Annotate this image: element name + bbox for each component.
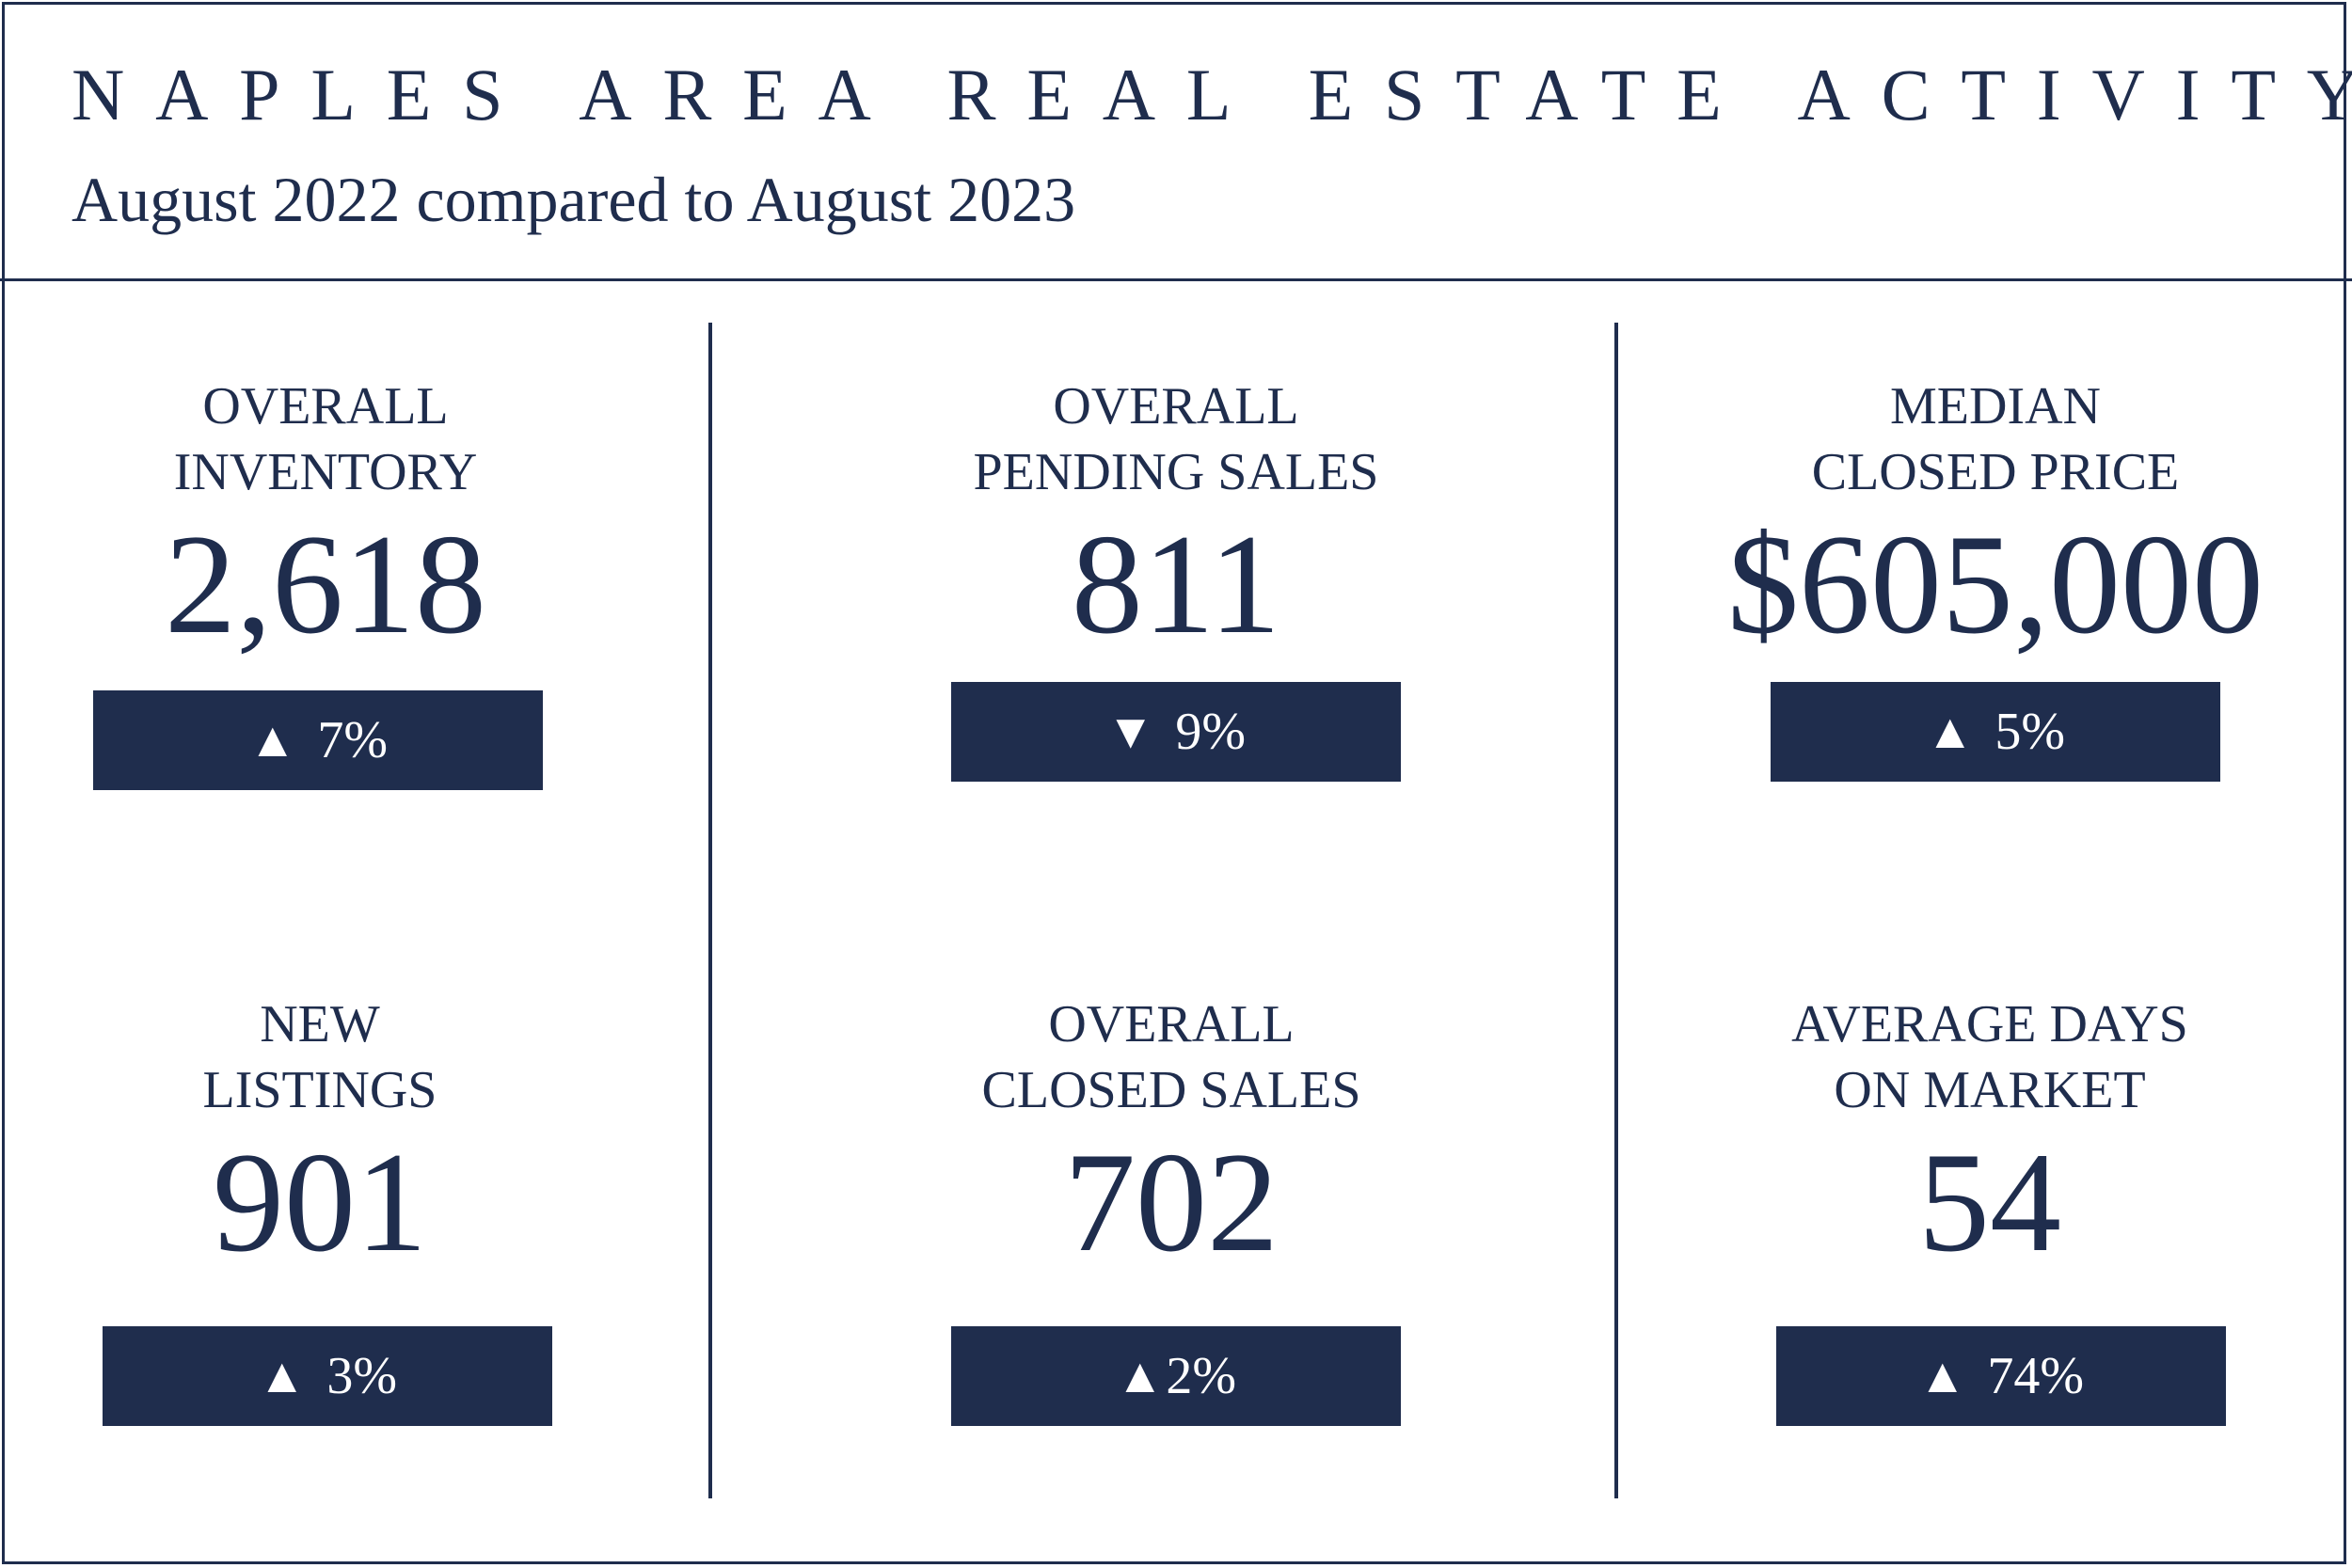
stat-label: LISTINGS [202,1061,437,1119]
up-arrow-icon: ▲ [1115,1349,1165,1403]
change-badge-closed-sales: ▲ 2% [951,1326,1401,1426]
column-divider-right [1614,323,1618,1498]
stat-label: ON MARKET [1834,1061,2146,1119]
stat-value: 702 [1064,1123,1279,1281]
change-badge-pending-sales: ▼ 9% [951,682,1401,782]
change-badge-days-on-market: ▲ 74% [1776,1326,2226,1426]
change-percent: 2% [1166,1347,1237,1405]
stat-new-listings: NEW LISTINGS 901 [0,991,677,1274]
header-divider [0,278,2352,281]
change-percent: 9% [1175,703,1247,761]
stat-label: CLOSED PRICE [1811,443,2180,501]
stat-overall-pending-sales: OVERALL PENDING SALES 811 [818,373,1534,656]
up-arrow-icon: ▲ [257,1349,307,1403]
page-title: NAPLES AREA REAL ESTATE ACTIVITY [72,54,2352,135]
stat-value: 901 [213,1123,427,1281]
stat-label: PENDING SALES [973,443,1379,501]
stat-label: NEW [260,995,380,1053]
stat-label: OVERALL [1053,377,1299,436]
stat-label: AVERAGE DAYS [1791,995,2188,1053]
stat-overall-closed-sales: OVERALL CLOSED SALES 702 [814,991,1529,1274]
change-badge-inventory: ▲ 7% [93,690,543,790]
stat-label: OVERALL [1048,995,1295,1053]
change-badge-new-listings: ▲ 3% [103,1326,552,1426]
stat-label: MEDIAN [1890,377,2101,436]
stat-median-closed-price: MEDIAN CLOSED PRICE $605,000 [1638,373,2352,656]
up-arrow-icon: ▲ [1925,705,1975,759]
stat-value: 2,618 [165,505,486,663]
change-percent: 5% [1994,703,2066,761]
change-percent: 74% [1987,1347,2085,1405]
up-arrow-icon: ▲ [1917,1349,1967,1403]
stat-value: 54 [1918,1123,2061,1281]
page-subtitle: August 2022 compared to August 2023 [72,164,1076,235]
stat-value: 811 [1071,505,1281,663]
change-badge-median-price: ▲ 5% [1771,682,2220,782]
stat-average-days-on-market: AVERAGE DAYS ON MARKET 54 [1632,991,2347,1274]
down-arrow-icon: ▼ [1105,705,1155,759]
stat-label: CLOSED SALES [981,1061,1361,1119]
stat-label: OVERALL [202,377,449,436]
stat-value: $605,000 [1727,505,2264,663]
change-percent: 3% [326,1347,398,1405]
column-divider-left [708,323,712,1498]
up-arrow-icon: ▲ [247,713,297,768]
change-percent: 7% [317,711,389,769]
stat-overall-inventory: OVERALL INVENTORY 2,618 [0,373,683,656]
stat-label: INVENTORY [173,443,478,501]
